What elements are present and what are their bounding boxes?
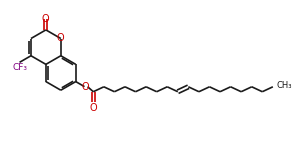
Text: O: O: [81, 82, 89, 92]
Text: O: O: [57, 33, 64, 42]
Text: CH₃: CH₃: [277, 81, 292, 90]
Text: CF₃: CF₃: [12, 63, 27, 72]
Text: O: O: [41, 14, 49, 24]
Text: O: O: [89, 103, 97, 113]
